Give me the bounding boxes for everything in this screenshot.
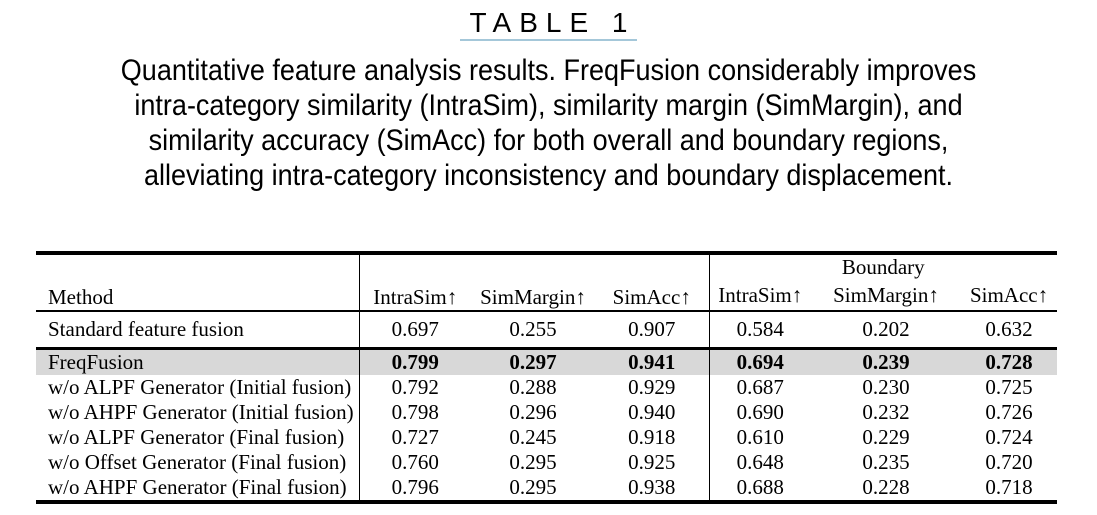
value-cell: 0.796 [358,475,471,502]
table-row: Standard feature fusion 0.697 0.255 0.907 0.… [36,311,1058,350]
value-cell: 0.230 [862,375,910,399]
value-cell: 0.229 [862,425,910,449]
value-cell: 0.228 [862,475,910,499]
table-row: FreqFusion 0.799 0.297 0.941 0.694 0.239 0.728 [36,348,1058,375]
boundary-intrasim-header: IntraSim↑ [708,280,811,312]
value-cell: 0.907 [595,311,709,350]
overall-simmargin-header: SimMargin↑ [471,253,595,312]
value-cell: 0.245 [509,425,557,449]
method-cell: Standard feature fusion [36,311,359,350]
value-cell: 0.295 [509,450,557,474]
method-column-header: Method [36,253,359,312]
value-cell: 0.792 [358,375,471,400]
value-cell: 0.690 [708,400,811,425]
value-cell: 0.235 [862,450,910,474]
value-cell: 0.697 [358,311,471,350]
method-cell: w/o AHPF Generator (Initial fusion) [48,400,354,424]
results-table: Method IntraSim↑ SimMargin↑ SimAcc↑ Boun… [36,251,1058,504]
value-cell: 0.938 [628,475,676,499]
value-cell: 0.295 [509,475,557,499]
value-cell: 0.288 [509,375,557,399]
value-cell: 0.725 [985,375,1033,399]
value-cell: 0.296 [509,400,557,424]
value-cell: 0.925 [628,450,676,474]
value-cell: 0.688 [708,475,811,502]
value-cell: 0.239 [862,350,910,374]
table-caption: TABLE 1 Quantitative feature analysis re… [0,8,1097,193]
value-cell: 0.929 [628,375,676,399]
value-cell: 0.940 [628,400,676,424]
value-cell: 0.760 [358,450,471,475]
value-cell: 0.694 [708,348,811,375]
value-cell: 0.726 [985,400,1033,424]
method-cell: w/o ALPF Generator (Initial fusion) [48,375,352,399]
value-cell: 0.941 [628,350,676,374]
value-cell: 0.728 [985,350,1033,374]
table-row: w/o ALPF Generator (Initial fusion) 0.792… [36,375,1057,400]
method-cell: w/o Offset Generator (Final fusion) [48,450,347,474]
boundary-group-header: Boundary [708,253,1058,280]
table-header: Method IntraSim↑ SimMargin↑ SimAcc↑ Boun… [36,253,1058,312]
caption-line: intra-category similarity (IntraSim), si… [134,89,963,122]
value-cell: 0.255 [471,311,595,350]
overall-intrasim-header: IntraSim↑ [358,253,471,312]
value-cell: 0.727 [358,425,471,450]
value-cell: 0.632 [961,311,1058,350]
caption-line: similarity accuracy (SimAcc) for both ov… [148,124,949,157]
value-cell: 0.648 [708,450,811,475]
caption-line: alleviating intra-category inconsistency… [144,159,953,192]
value-cell: 0.724 [985,425,1033,449]
method-cell: w/o ALPF Generator (Final fusion) [48,425,345,449]
value-cell: 0.718 [985,475,1033,499]
value-cell: 0.798 [358,400,471,425]
value-cell: 0.232 [862,400,910,424]
header-group-row: Method IntraSim↑ SimMargin↑ SimAcc↑ Boun… [36,253,1058,312]
method-cell: w/o AHPF Generator (Final fusion) [48,475,347,499]
header-label-row: IntraSim↑ SimMargin↑ SimAcc↑ [36,280,1058,312]
value-cell: 0.610 [708,425,811,450]
table-row: w/o Offset Generator (Final fusion) 0.760… [36,450,1057,475]
value-cell: 0.687 [708,375,811,400]
value-cell: 0.720 [985,450,1033,474]
value-cell: 0.584 [708,311,811,350]
table-title-row: TABLE 1 [0,8,1097,41]
overall-simacc-header: SimAcc↑ [595,253,709,312]
value-cell: 0.799 [358,348,471,375]
table-row: w/o AHPF Generator (Final fusion) 0.796 0.… [36,475,1057,502]
method-cell: FreqFusion [48,350,144,374]
table-row: w/o ALPF Generator (Final fusion) 0.727 0.… [36,425,1057,450]
value-cell: 0.918 [628,425,676,449]
ablation-rows: FreqFusion 0.799 0.297 0.941 0.694 0.239 0.728… [36,348,1058,502]
boundary-simacc-header: SimAcc↑ [961,280,1058,312]
caption-line: Quantitative feature analysis results. F… [120,54,977,87]
table-title: TABLE 1 [459,8,638,41]
value-cell: 0.297 [509,350,557,374]
value-cell: 0.202 [811,311,961,350]
table-row: w/o AHPF Generator (Initial fusion) 0.798… [36,400,1057,425]
boundary-simmargin-header: SimMargin↑ [811,280,961,312]
baseline-rows: Standard feature fusion 0.697 0.255 0.907 0.… [36,311,1058,350]
